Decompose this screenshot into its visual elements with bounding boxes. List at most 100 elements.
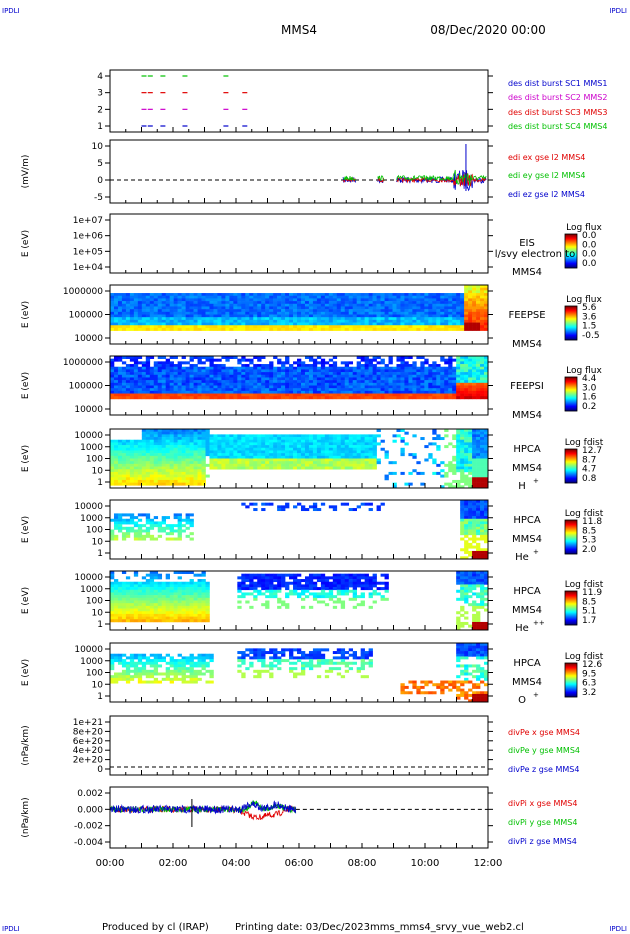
hpca-he-cell	[133, 534, 139, 538]
hpca-hepp-cell	[193, 619, 198, 623]
hpca-he-cell	[110, 529, 115, 533]
feepsi-cell	[113, 372, 119, 376]
hpca-hepp-cell	[173, 587, 178, 591]
hpca-h-cell	[480, 453, 485, 457]
hpca-h-cell	[137, 469, 143, 473]
feepsi-cell	[201, 385, 206, 389]
hpca-he-cell	[181, 524, 186, 528]
hpca-h-cell	[217, 434, 222, 438]
hpca-h-cell	[193, 429, 198, 432]
hpca-hepp-cell	[129, 587, 135, 591]
hpca-hepp-cell	[197, 589, 202, 593]
hpca-he-cell	[484, 513, 489, 517]
feepsi-cell	[376, 372, 381, 376]
hpca-h-cell	[110, 477, 115, 481]
feepsi-cell	[249, 374, 254, 378]
hpca-h-cell	[201, 431, 206, 435]
hpca-h-cell	[153, 482, 159, 486]
hpca-h-cell	[300, 447, 306, 451]
hpca-he-cell	[332, 505, 338, 509]
hpca-hepp-cell	[257, 573, 262, 577]
feepsi-cell	[165, 385, 170, 389]
feepse-cell	[316, 309, 322, 313]
hpca-h-cell	[464, 431, 469, 435]
feepse-cell	[181, 309, 186, 313]
feepse-cell	[440, 322, 445, 326]
hpca-hepp-cell	[185, 592, 190, 596]
feepsi-cell	[356, 396, 361, 400]
hpca-h-cell	[476, 461, 481, 465]
feepse-cell	[312, 301, 318, 305]
hpca-he-cell	[141, 524, 147, 528]
feepsi-cell	[137, 385, 143, 389]
hpca-h-cell	[149, 442, 155, 446]
hpca-h-cell	[285, 453, 290, 457]
feepse-cell	[436, 293, 441, 297]
feepsi-cell	[392, 380, 397, 384]
hpca-h-cell	[352, 458, 357, 462]
hpca-he-cell	[476, 550, 481, 554]
colorbar-cell	[565, 458, 577, 460]
hpca-hepp-cell	[185, 584, 190, 588]
feepse-cell	[225, 298, 230, 302]
hpca-hepp-cell	[257, 592, 262, 596]
hpca-h-cell	[484, 447, 489, 451]
feepse-cell	[472, 322, 477, 326]
feepsi-cell	[129, 364, 135, 368]
hpca-hepp-cell	[157, 589, 163, 593]
feepsi-cell	[424, 374, 429, 378]
hpca-h-cell	[324, 453, 330, 457]
hpca-he-cell	[476, 532, 481, 536]
hpca-hepp-cell	[110, 576, 115, 580]
hpca-h-cell	[121, 455, 127, 459]
hpca-h-cell	[110, 453, 115, 457]
hpca-h-cell	[293, 434, 298, 438]
feepse-cell	[356, 306, 361, 310]
feepse-cell	[304, 295, 310, 299]
feepse-cell	[233, 293, 238, 297]
hpca-h-cell	[245, 437, 250, 441]
hpca-h-cell	[480, 434, 485, 438]
feepse-cell	[117, 295, 123, 299]
feepsi-cell	[125, 356, 131, 359]
colorbar-cell	[565, 254, 577, 256]
feepsi-cell	[420, 374, 425, 378]
hpca-hepp-cell	[157, 576, 163, 580]
feepse-cell	[225, 314, 230, 318]
feepsi-cell	[153, 396, 159, 400]
feepse-cell	[432, 309, 437, 313]
feepse-cell	[436, 322, 441, 326]
hpca-h-cell	[289, 434, 294, 438]
hpca-he-cell	[149, 537, 155, 541]
hpca-h-cell	[121, 474, 127, 478]
feepse-cell	[133, 301, 139, 305]
feepsi-cell	[245, 385, 250, 389]
hpca-h-cell	[476, 431, 481, 435]
feepse-cell	[181, 301, 186, 305]
hpca-h-cell	[293, 450, 298, 454]
hpca-h-cell	[189, 471, 194, 475]
hpca-h-cell	[205, 431, 210, 435]
hpca-hepp-cell	[157, 616, 163, 620]
feepse-cell	[277, 295, 282, 299]
colorbar-cell	[565, 456, 577, 458]
feepse-cell	[336, 325, 342, 329]
feepse-cell	[404, 293, 409, 297]
hpca-h-cell	[245, 461, 250, 465]
hpca-hepp-cell	[241, 584, 246, 588]
hpca-h-cell	[137, 466, 143, 470]
feepsi-cell	[201, 374, 206, 378]
feepsi-cell	[225, 358, 230, 362]
feepsi-cell	[153, 364, 159, 368]
hpca-h-cell	[189, 458, 194, 462]
hpca-h-cell	[440, 474, 445, 478]
feepse-cell	[368, 293, 373, 297]
feepsi-cell	[376, 377, 381, 381]
feepse-cell	[197, 293, 202, 297]
hpca-h-cell	[464, 463, 469, 467]
hpca-h-cell	[460, 469, 465, 473]
hpca-h-cell	[253, 461, 258, 465]
feepse-cell	[129, 306, 135, 310]
hpca-h-cell	[428, 453, 433, 457]
feepsi-cell	[201, 380, 206, 384]
